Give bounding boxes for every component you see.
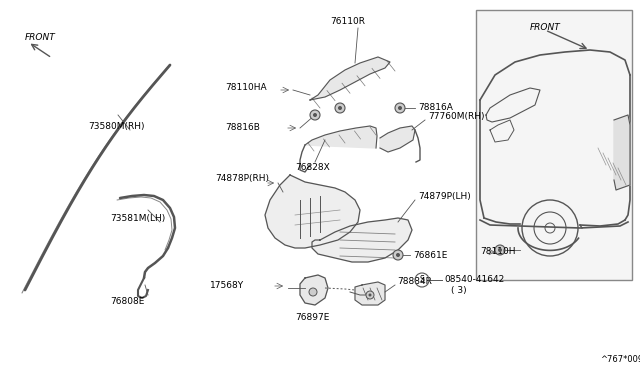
Circle shape xyxy=(495,245,505,255)
Text: ( 3): ( 3) xyxy=(451,285,467,295)
Text: FRONT: FRONT xyxy=(530,23,561,32)
Text: 78110HA: 78110HA xyxy=(225,83,267,93)
Polygon shape xyxy=(312,218,412,262)
Text: 77760M(RH): 77760M(RH) xyxy=(428,112,484,122)
Polygon shape xyxy=(380,126,415,152)
Circle shape xyxy=(335,103,345,113)
Text: 17568Y: 17568Y xyxy=(210,282,244,291)
Circle shape xyxy=(396,253,400,257)
Circle shape xyxy=(310,110,320,120)
Polygon shape xyxy=(265,175,360,248)
Circle shape xyxy=(313,113,317,117)
Text: FRONT: FRONT xyxy=(24,33,56,42)
Circle shape xyxy=(309,288,317,296)
Polygon shape xyxy=(310,57,390,100)
Circle shape xyxy=(398,106,402,110)
Text: 74879P(LH): 74879P(LH) xyxy=(418,192,471,202)
Bar xyxy=(476,10,632,280)
Circle shape xyxy=(338,106,342,110)
Circle shape xyxy=(498,248,502,252)
Text: 76110R: 76110R xyxy=(330,17,365,26)
Text: 08540-41642: 08540-41642 xyxy=(444,275,504,283)
Text: 78816A: 78816A xyxy=(418,103,453,112)
Polygon shape xyxy=(300,275,328,305)
Text: 78816B: 78816B xyxy=(225,124,260,132)
Circle shape xyxy=(369,294,371,296)
Text: 78884R: 78884R xyxy=(397,278,432,286)
Polygon shape xyxy=(355,282,385,305)
Text: 78110H: 78110H xyxy=(480,247,515,257)
Text: 76808E: 76808E xyxy=(110,298,145,307)
Polygon shape xyxy=(614,115,630,190)
Circle shape xyxy=(395,103,405,113)
Text: ^767*009: ^767*009 xyxy=(600,356,640,365)
Text: 74878P(RH): 74878P(RH) xyxy=(215,173,269,183)
Circle shape xyxy=(366,291,374,299)
Circle shape xyxy=(393,250,403,260)
Text: 76828X: 76828X xyxy=(295,164,330,173)
Text: 73580M(RH): 73580M(RH) xyxy=(88,122,145,131)
Text: 73581M(LH): 73581M(LH) xyxy=(110,214,165,222)
Text: 76897E: 76897E xyxy=(295,314,330,323)
Text: S: S xyxy=(420,276,424,285)
Text: 76861E: 76861E xyxy=(413,250,447,260)
Polygon shape xyxy=(305,126,377,148)
